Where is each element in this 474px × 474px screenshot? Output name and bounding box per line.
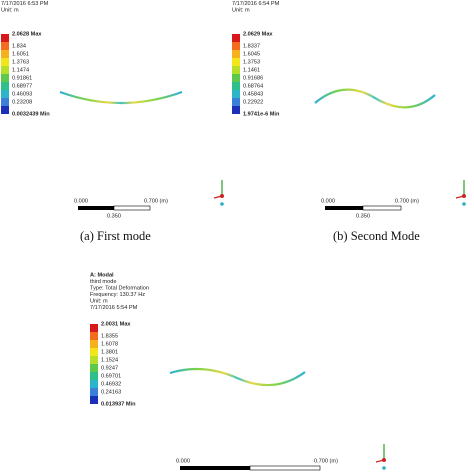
legend-swatch (1, 90, 9, 98)
header-line: 7/17/2016 6:54 PM (232, 1, 280, 7)
header-line: third mode (90, 279, 116, 285)
legend-swatch (1, 58, 9, 66)
legend-swatch (232, 34, 240, 42)
legend-swatch (232, 42, 240, 50)
legend-swatch (1, 66, 9, 74)
legend-swatch (90, 332, 98, 340)
legend-swatch (90, 380, 98, 388)
scale-end: 0.700 (m) (395, 198, 419, 204)
legend-label: 1.8355 (101, 333, 118, 339)
header-line: 7/17/2016 5:54 PM (90, 305, 138, 311)
scale-start: 0.000 (321, 198, 335, 204)
legend-swatch (90, 388, 98, 396)
legend-label: 1.834 (12, 43, 26, 49)
legend-label: 1.8337 (243, 43, 260, 49)
legend-label: 0.013937 Min (101, 401, 136, 407)
legend-label: 0.91686 (243, 75, 263, 81)
legend-swatch (90, 372, 98, 380)
legend-label: 0.46932 (101, 381, 121, 387)
legend-label: 0.45843 (243, 91, 263, 97)
legend-swatch (232, 50, 240, 58)
scale-bar-white (362, 205, 402, 211)
legend-swatch (232, 66, 240, 74)
beam-shape (169, 367, 306, 387)
scale-bar-black (180, 466, 250, 470)
legend-label: 1.1524 (101, 357, 118, 363)
axis-z (220, 202, 224, 206)
header-line: A: Modal (90, 272, 114, 278)
legend-swatch (90, 396, 98, 404)
legend-swatch (232, 58, 240, 66)
header-line: 7/17/2016 6:53 PM (1, 1, 49, 7)
scale-start: 0.000 (74, 198, 88, 204)
legend-swatch (90, 340, 98, 348)
legend-label: 0.68764 (243, 83, 263, 89)
legend-label: 0.69701 (101, 373, 121, 379)
legend-swatch (1, 42, 9, 50)
header-line: Unit: m (90, 298, 108, 304)
legend-swatch (1, 50, 9, 58)
legend-swatch (232, 98, 240, 106)
scale-bar-black (78, 206, 114, 210)
legend-label: 2.0629 Max (243, 31, 273, 37)
legend-label: 1.6051 (12, 51, 29, 57)
legend-swatch (232, 74, 240, 82)
legend-label: 1.3753 (243, 59, 260, 65)
legend-swatch (90, 356, 98, 364)
beam-shape (59, 90, 183, 105)
axis-z (462, 202, 466, 206)
header-line: Unit: m (1, 7, 19, 13)
legend-swatch (90, 324, 98, 332)
legend-label: 1.6045 (243, 51, 260, 57)
legend-swatch (90, 364, 98, 372)
legend-label: 0.0032439 Min (12, 111, 50, 117)
legend-swatch (232, 106, 240, 114)
axis-origin (462, 194, 466, 198)
scale-bar-black (325, 206, 363, 210)
legend-swatch (1, 82, 9, 90)
scale-start: 0.000 (176, 458, 190, 464)
legend-label: 0.68977 (12, 83, 32, 89)
legend-swatch (1, 34, 9, 42)
legend-label: 2.0628 Max (12, 31, 42, 37)
header-line: Frequency: 130.37 Hz (90, 292, 145, 298)
scale-end: 0.700 (m) (144, 198, 168, 204)
axis-origin (220, 194, 224, 198)
scale-mid: 0.350 (356, 213, 370, 219)
legend-swatch (232, 90, 240, 98)
legend-label: 0.23208 (12, 99, 32, 105)
scale-end: 0.700 (m) (314, 458, 338, 464)
legend-label: 1.9741e-6 Min (243, 111, 280, 117)
legend-swatch (1, 98, 9, 106)
scale-bar-white (249, 465, 321, 471)
legend-label: 0.46093 (12, 91, 32, 97)
legend-swatch (232, 82, 240, 90)
header-line: Type: Total Deformation (90, 285, 149, 291)
legend-label: 0.91861 (12, 75, 32, 81)
legend-swatch (1, 74, 9, 82)
legend-label: 1.1474 (12, 67, 29, 73)
legend-label: 1.3763 (12, 59, 29, 65)
legend-label: 0.9247 (101, 365, 118, 371)
legend-swatch (90, 348, 98, 356)
scale-bar-white (113, 205, 151, 211)
legend-label: 1.6078 (101, 341, 118, 347)
legend-label: 2.0031 Max (101, 321, 131, 327)
legend-label: 1.3801 (101, 349, 118, 355)
axis-origin (382, 458, 386, 462)
legend-swatch (1, 106, 9, 114)
caption: (a) First mode (80, 229, 151, 243)
legend-label: 0.24163 (101, 389, 121, 395)
legend-label: 0.22922 (243, 99, 263, 105)
beam-shape (314, 88, 436, 109)
axis-z (382, 466, 386, 470)
legend-label: 1.1461 (243, 67, 260, 73)
scale-mid: 0.350 (107, 213, 121, 219)
header-line: Unit: m (232, 7, 250, 13)
caption: (b) Second Mode (333, 229, 420, 243)
